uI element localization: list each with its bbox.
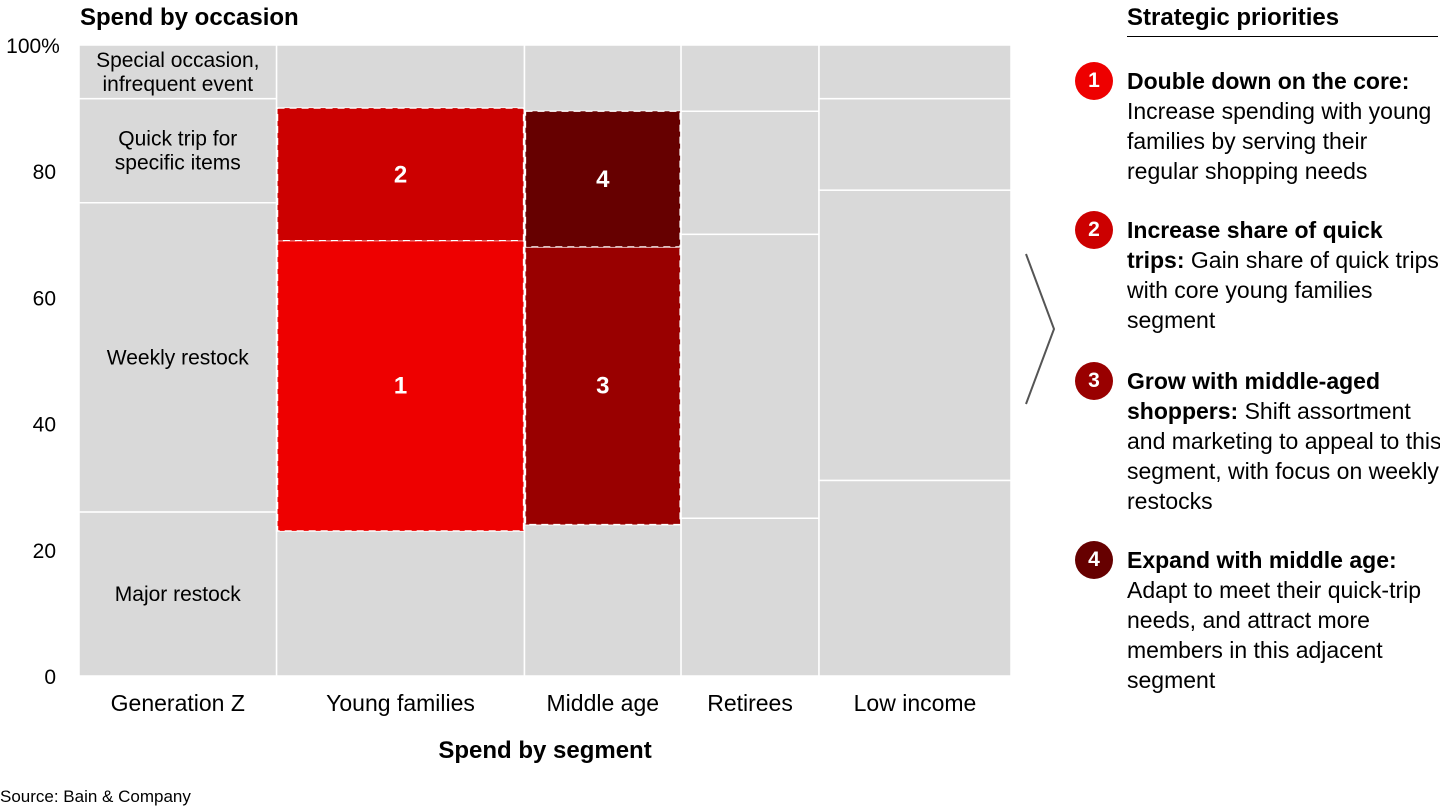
cell-low-income-3: [818, 44, 1012, 100]
highlight-1: [276, 239, 525, 532]
occasion-label: Major restock: [115, 583, 242, 606]
highlight-label-2: 2: [394, 161, 407, 188]
priority-text: Increase spending with young families by…: [1127, 98, 1432, 184]
y-tick-label: 40: [33, 414, 56, 437]
sidebar-divider: [1127, 36, 1438, 37]
x-axis-title: Spend by segment: [438, 737, 651, 764]
cell-middle-age-3: [523, 44, 682, 113]
highlight-label-1: 1: [394, 373, 407, 400]
segment-label: Generation Z: [111, 690, 245, 716]
highlight-2: [276, 107, 525, 242]
occasion-label: Weekly restock: [107, 346, 249, 369]
y-tick-label: 100%: [6, 35, 60, 58]
sidebar-title: Strategic priorities: [1127, 4, 1340, 31]
highlight-label-4: 4: [596, 166, 610, 193]
segment-label: Young families: [326, 690, 475, 716]
priority-badge: 3: [1075, 362, 1113, 400]
segment-label: Low income: [854, 690, 977, 716]
occasion-label: Special occasion, infrequent event: [96, 49, 259, 96]
cell-generation-z-2: [78, 97, 278, 204]
bracket-arrow: [1025, 253, 1056, 405]
priority-text: Gain share of quick trips with core youn…: [1127, 247, 1439, 333]
priority-badge: 2: [1075, 211, 1113, 249]
cell-middle-age-0: [523, 523, 682, 677]
cell-retirees-2: [680, 110, 820, 236]
cell-generation-z-0: [78, 511, 278, 677]
highlight-label-3: 3: [596, 373, 609, 400]
priority-text: Shift assortment and marketing to appeal…: [1127, 398, 1440, 514]
occasion-label: Quick trip for specific items: [115, 128, 241, 175]
highlight-3: [524, 246, 681, 526]
segment-label: Retirees: [707, 690, 793, 716]
cell-low-income-2: [818, 97, 1012, 191]
cell-retirees-1: [680, 233, 820, 520]
y-tick-label: 60: [33, 287, 56, 310]
cell-young-families-3: [275, 44, 526, 109]
y-tick-label: 80: [33, 161, 56, 184]
priority-heading: Double down on the core:: [1127, 68, 1410, 94]
priority-text: Adapt to meet their quick-trip needs, an…: [1127, 577, 1422, 693]
cell-retirees-3: [680, 44, 820, 113]
source-note: Source: Bain & Company: [0, 787, 191, 806]
priority-badge: 1: [1075, 62, 1113, 100]
priority-badge: 4: [1075, 541, 1113, 579]
y-tick-label: 0: [44, 666, 56, 689]
cell-retirees-0: [680, 517, 820, 677]
cell-low-income-1: [818, 189, 1012, 482]
priority-heading: Increase share of quick trips:: [1127, 217, 1383, 273]
cell-generation-z-3: [78, 44, 278, 100]
y-tick-label: 20: [33, 540, 56, 563]
priority-heading: Grow with middle-aged shoppers:: [1127, 368, 1381, 424]
chart-title: Spend by occasion: [80, 4, 299, 31]
highlight-4: [524, 110, 681, 248]
priority-heading: Expand with middle age:: [1127, 547, 1397, 573]
cell-low-income-0: [818, 479, 1012, 677]
segment-label: Middle age: [547, 690, 660, 716]
cell-young-families-0: [275, 530, 526, 677]
